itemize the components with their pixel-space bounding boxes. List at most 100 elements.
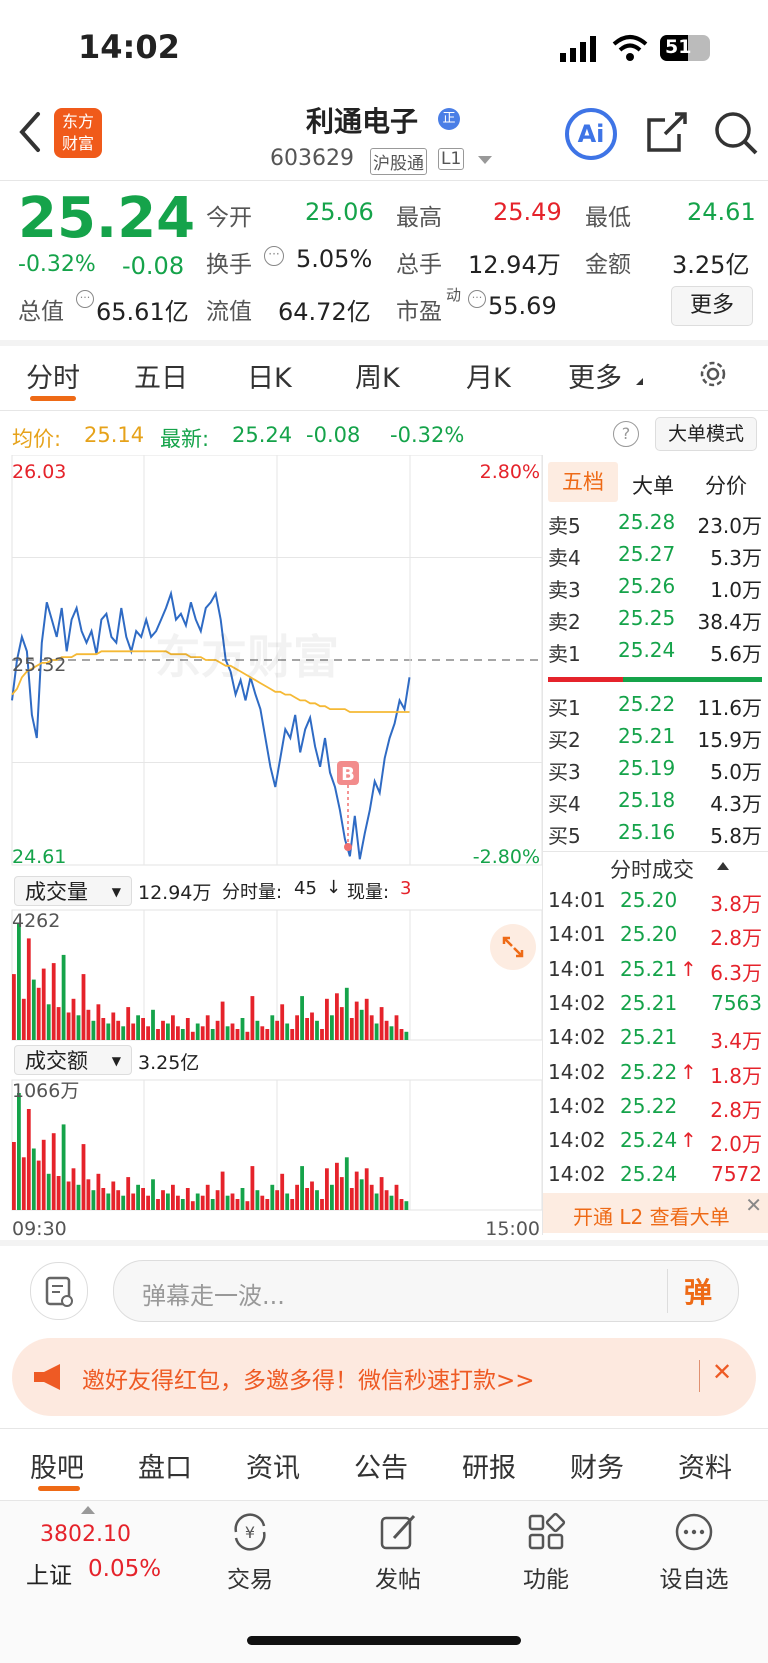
trades-divider [543,851,768,852]
ask-volume: 23.0万 [697,514,762,538]
volume-value: 12.94万 [468,251,561,279]
volume-dropdown[interactable]: 成交量 ▼ [14,876,132,906]
big-order-mode-button[interactable]: 大单模式 [655,417,757,451]
low-value: 24.61 [687,198,756,226]
help-icon[interactable]: ? [613,421,639,447]
tab-profile[interactable]: 资料 [678,1453,732,1484]
buy-marker[interactable]: B [337,761,359,851]
volume-bar [225,1026,230,1040]
volume-bar [161,1020,165,1040]
amount-bar [161,1190,165,1210]
info-icon[interactable]: ··· [76,290,94,308]
intraday-chart[interactable]: 东方财富 26.03 25.32 24.61 2.80% -2.80% B 42… [0,455,545,1240]
info-icon[interactable]: ··· [264,246,284,266]
close-icon[interactable]: ✕ [712,1358,733,1386]
tab-active-indicator [30,396,76,401]
volume-bar [86,1009,91,1040]
tab-research[interactable]: 研报 [462,1453,516,1484]
index-value[interactable]: 3802.10 [40,1522,131,1547]
vol-max-label: 4262 [12,910,60,932]
trades-title[interactable]: 分时成交 [610,858,694,882]
amount-bar [86,1179,91,1210]
invite-banner[interactable]: 邀好友得红包，多邀多得！微信秒速打款>> ✕ [12,1338,756,1416]
settings-button[interactable] [697,358,729,394]
trade-time: 14:02 [548,1059,606,1084]
amount-bar [349,1188,354,1210]
orderbook-divider [542,455,543,1235]
danmaku-input[interactable]: 弹幕走一波... 弹 [113,1260,739,1322]
latest-change: -0.08 [306,423,361,447]
back-button[interactable] [16,110,44,158]
chevron-down-icon[interactable] [478,156,492,164]
orderbook-tab-five[interactable]: 五档 [548,462,618,502]
amount-bar [21,1157,26,1210]
amount-bar [325,1168,329,1210]
volume-bar [300,996,304,1040]
send-danmaku-button[interactable]: 弹 [684,1276,713,1309]
ask-label: 卖3 [548,578,581,602]
trade-price: 25.22 [620,1059,678,1084]
tab-finance[interactable]: 财务 [570,1453,624,1484]
tab-five-day[interactable]: 五日 [134,363,188,394]
volume-bar [389,1026,394,1040]
orderbook-tab-big[interactable]: 大单 [632,474,674,498]
amount-bar [404,1201,409,1210]
volume-bar [56,1007,61,1040]
trade-time: 14:02 [548,1025,606,1050]
trade-price: 25.24 [620,1162,678,1187]
danmaku-settings-button[interactable] [30,1262,88,1320]
l2-promo[interactable]: 开通 L2 查看大单 ✕ [543,1193,768,1233]
volume-bar [166,1023,170,1040]
tab-news[interactable]: 资讯 [246,1453,300,1484]
volume-bar [245,1031,250,1040]
amount-bar [399,1199,404,1210]
tab-more[interactable]: 更多 [568,363,622,394]
open-value: 25.06 [305,198,374,226]
close-icon[interactable]: ✕ [745,1193,762,1217]
volume-bar [374,1023,379,1040]
amount-bar [205,1184,210,1210]
tab-daily-k[interactable]: 日K [247,363,292,394]
ai-button[interactable]: Ai [565,108,617,160]
volume-bar [215,1020,220,1040]
more-button[interactable]: 更多 [671,286,753,326]
expand-button[interactable] [490,924,536,970]
amount-dropdown[interactable]: 成交额 ▼ [14,1045,132,1075]
level-tag: L1 [438,148,465,170]
volume-bar [255,1020,260,1040]
amount-bar [354,1171,359,1210]
nav-trade[interactable]: ¥ 交易 [210,1510,290,1594]
amount-bar [245,1201,250,1210]
tab-weekly-k[interactable]: 周K [355,363,400,394]
nav-functions[interactable]: 功能 [506,1510,586,1594]
trade-row: 14:02 25.22 2.8万 [548,1094,762,1128]
tab-announcements[interactable]: 公告 [354,1453,408,1484]
amount-bar [61,1124,66,1210]
tab-monthly-k[interactable]: 月K [466,363,511,394]
search-button[interactable] [713,110,759,160]
trade-row: 14:01 25.20 2.8万 [548,922,762,956]
amount-bar [176,1195,180,1210]
info-icon[interactable]: ··· [468,290,486,308]
amount-bar [270,1184,275,1210]
volume-bar [131,1023,136,1040]
stock-name: 利通电子 [306,105,419,138]
share-button[interactable] [645,110,689,158]
orderbook-tab-price[interactable]: 分价 [705,474,747,498]
nav-post[interactable]: 发帖 [358,1510,438,1594]
tab-forum[interactable]: 股吧 [30,1453,84,1484]
tab-orderbook[interactable]: 盘口 [138,1453,192,1484]
volume-bar [76,1015,81,1040]
trade-price: 25.24 [620,1128,678,1153]
volume-label: 总手 [396,252,442,278]
amount-bar [136,1184,140,1210]
ask-row: 卖3 25.26 1.0万 [548,574,762,606]
volume-bar [250,996,255,1040]
nav-watchlist[interactable]: 设自选 [654,1510,734,1594]
amount-bar [320,1199,324,1210]
arrow-up-icon: ↑ [680,1128,697,1153]
volume-bar [220,1001,225,1040]
svg-text:¥: ¥ [245,1523,255,1542]
tab-intraday[interactable]: 分时 [26,363,80,394]
volume-bar [344,987,349,1040]
